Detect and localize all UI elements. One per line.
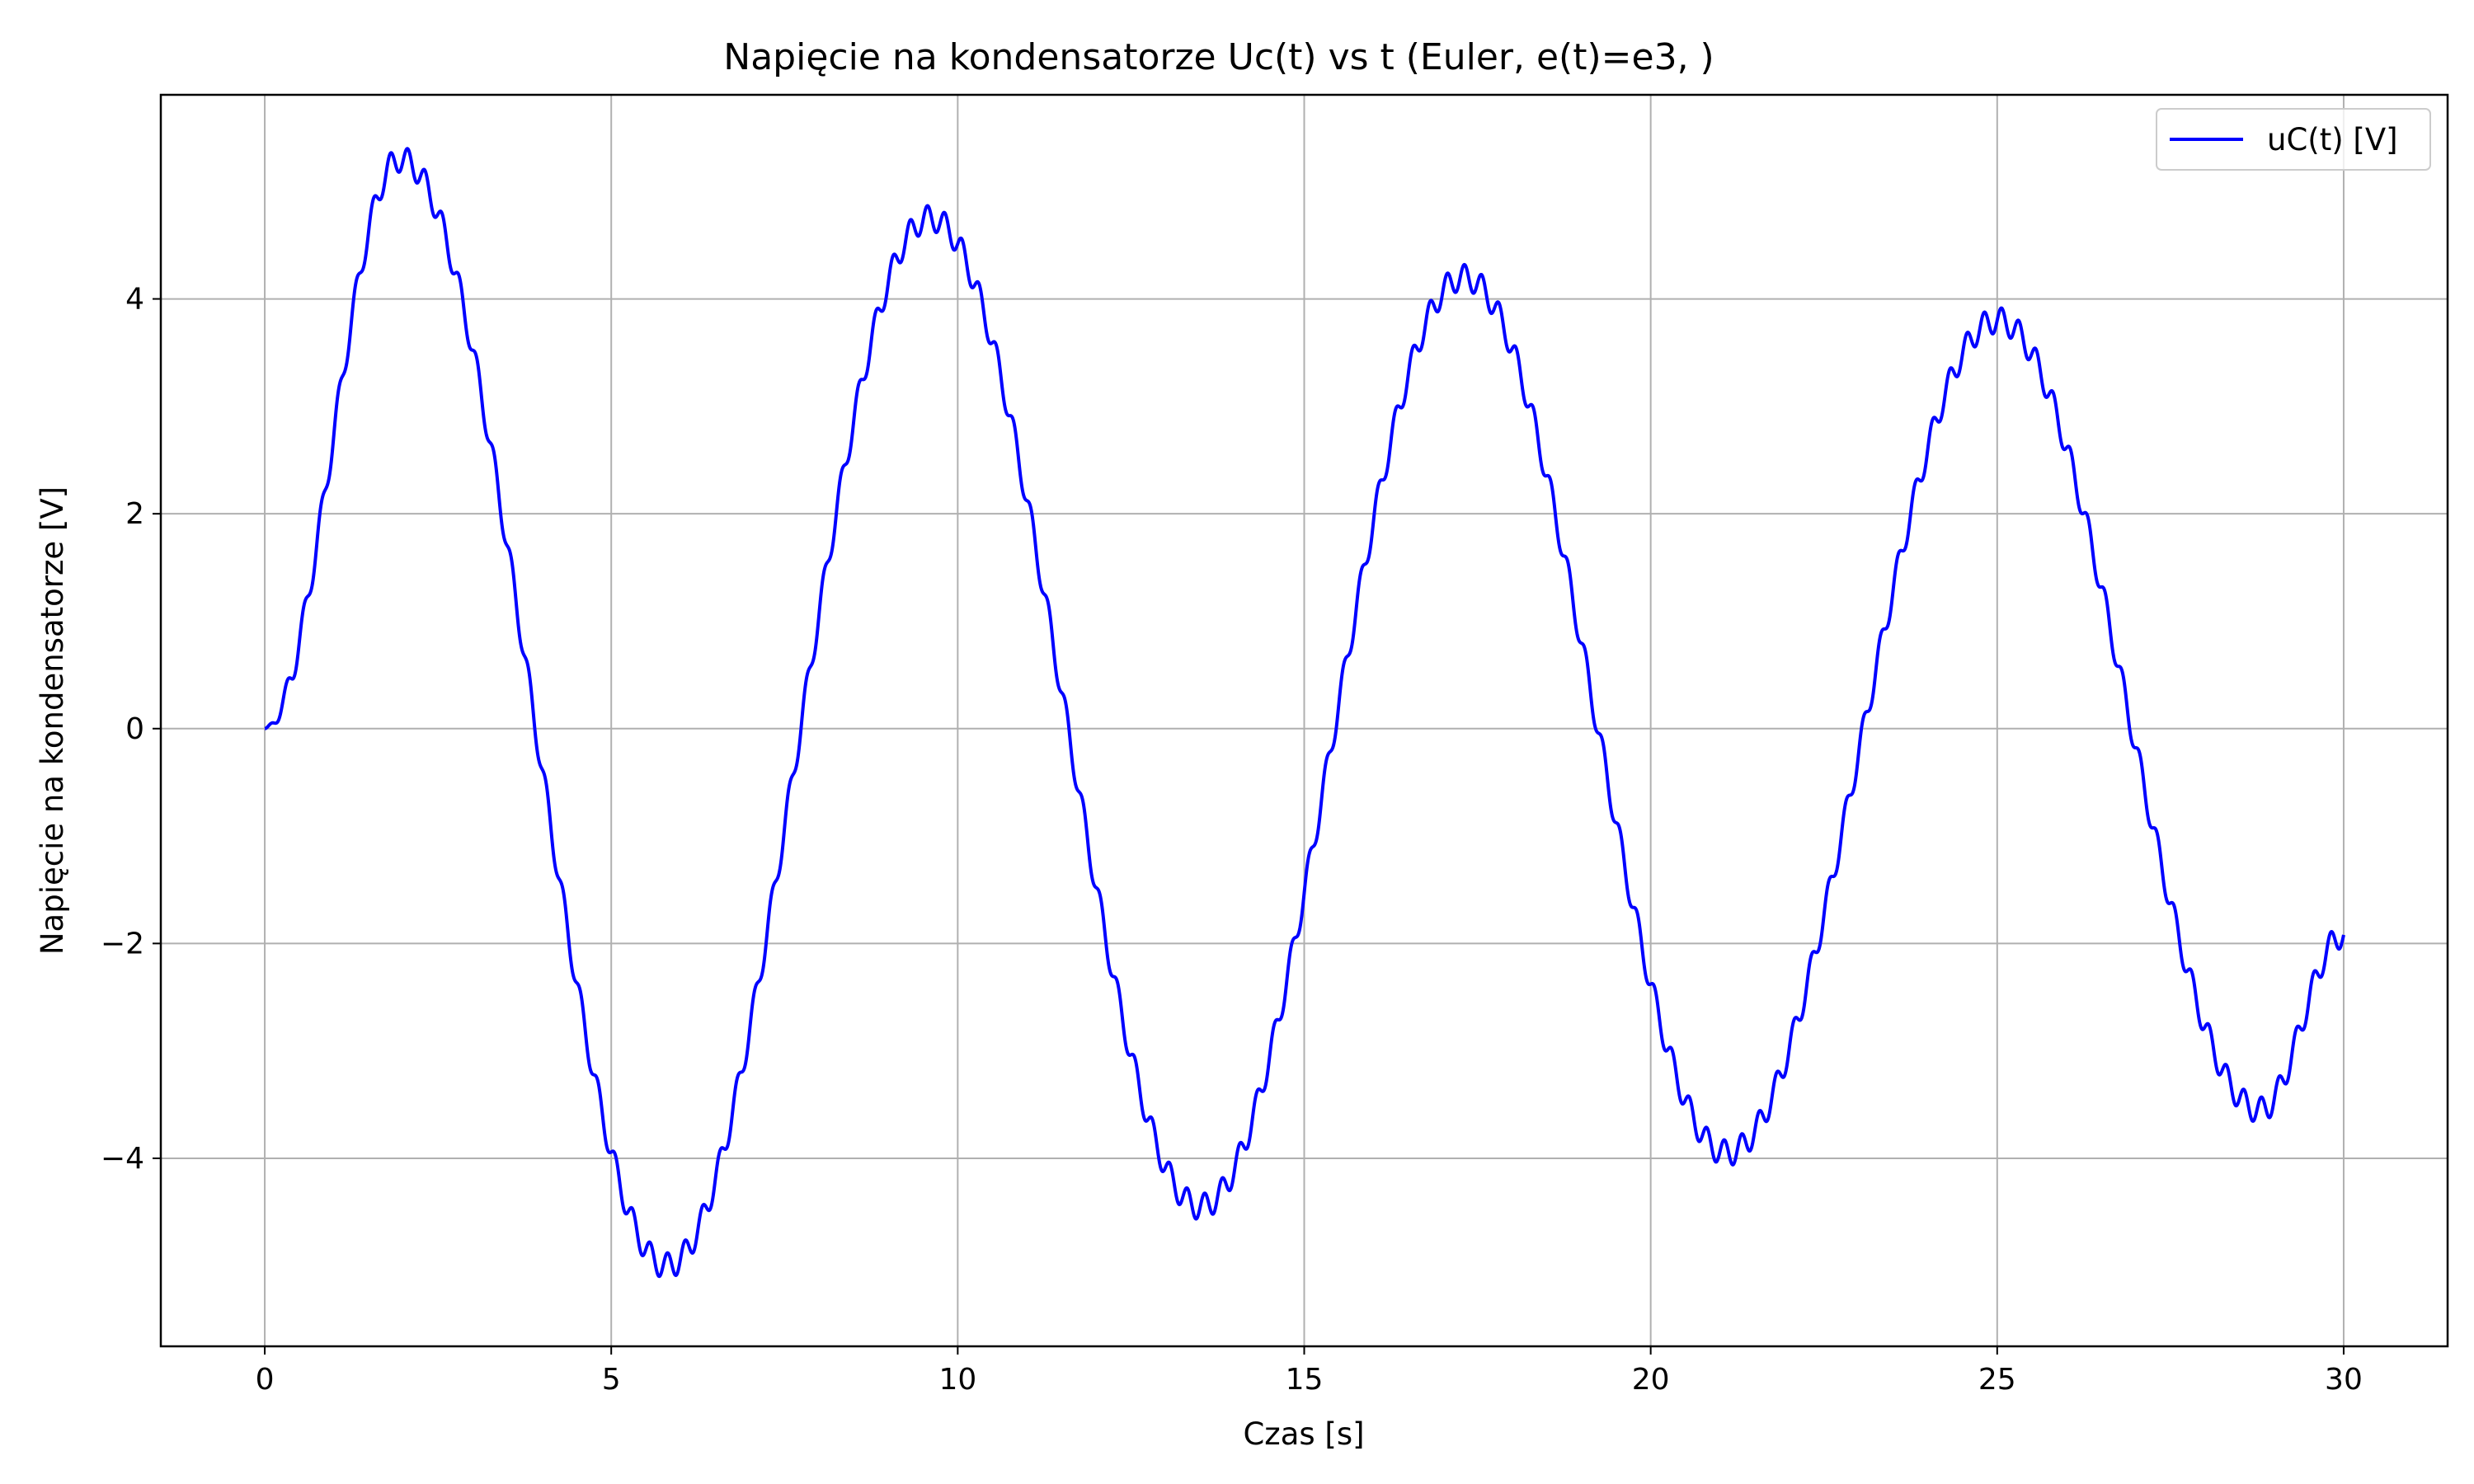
x-tick-label: 20 [1632,1363,1670,1397]
legend: uC(t) [V] [2156,108,2431,171]
legend-box [2156,108,2431,171]
x-tick-label: 5 [602,1363,621,1397]
series-line-uc [263,147,2345,1279]
y-tick-label: 0 [125,712,144,746]
x-tick-label: 30 [2325,1363,2363,1397]
y-tick-label: 4 [125,283,144,317]
x-tick-label: 15 [1286,1363,1324,1397]
y-tick-label: 2 [125,497,144,531]
plot-area-frame [159,93,2449,1348]
x-tick-label: 25 [1978,1363,2016,1397]
y-tick-label: −2 [101,927,144,960]
y-axis-label: Napięcie na kondensatorze [V] [35,486,70,955]
x-axis-label: Czas [s] [1243,1416,1364,1452]
chart-title: Napięcie na kondensatorze Uc(t) vs t (Eu… [723,36,1714,78]
grid-lines [161,95,2448,1346]
axis-ticks: 0 5 10 15 20 25 30 −4 −2 0 2 4 [101,283,2363,1397]
y-tick-label: −4 [101,1142,144,1176]
x-tick-label: 10 [938,1363,976,1397]
x-tick-label: 0 [256,1363,275,1397]
legend-label: uC(t) [V] [2267,122,2398,157]
